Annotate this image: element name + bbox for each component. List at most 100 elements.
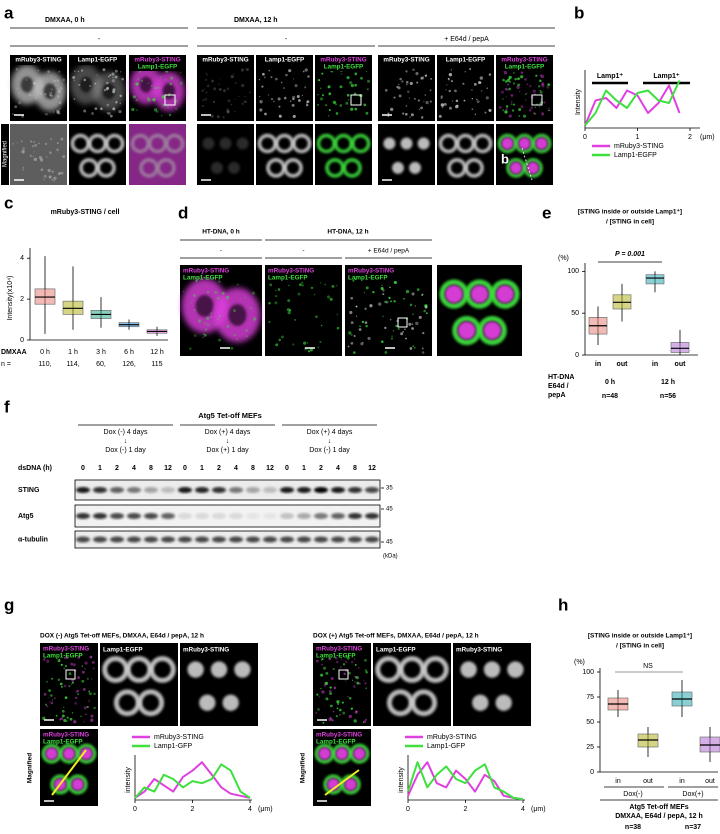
condition: Dox (+) 4 days — [205, 429, 251, 436]
band — [161, 487, 175, 493]
punctum — [524, 93, 527, 96]
punctum — [353, 719, 357, 723]
punctum — [73, 79, 75, 82]
punctum — [333, 686, 337, 690]
punctum — [445, 89, 447, 91]
band — [280, 487, 294, 493]
punctum — [244, 100, 247, 104]
punctum — [390, 300, 392, 303]
lane-label: 12 — [266, 465, 274, 472]
channel-label: mRuby3-STING — [383, 57, 429, 64]
micrograph-content — [102, 656, 176, 717]
condition: DMXAA, 12 h — [234, 17, 278, 24]
legend-label: mRuby3-STING — [614, 143, 664, 150]
micrograph-content — [187, 661, 251, 711]
punctum — [138, 70, 142, 73]
punctum — [367, 79, 371, 83]
punctum — [269, 283, 273, 287]
lane-label: 8 — [353, 465, 357, 472]
punctum — [94, 107, 98, 111]
x-tick-label: in — [652, 361, 658, 368]
ring — [283, 158, 303, 178]
x-tick-label: in — [615, 778, 621, 785]
punctum — [404, 337, 407, 340]
lane-label: 12 — [164, 465, 172, 472]
lane-label: 0 — [81, 465, 85, 472]
punctum — [540, 74, 545, 79]
punctum — [21, 150, 25, 154]
blob — [507, 661, 524, 678]
punctum — [195, 280, 198, 283]
profile-path — [324, 769, 360, 796]
punctum — [504, 80, 508, 83]
punctum — [539, 90, 543, 94]
nucleus — [20, 76, 34, 93]
punctum — [112, 90, 116, 94]
punctum — [307, 350, 311, 353]
punctum — [403, 298, 405, 300]
micrograph-content — [12, 137, 66, 182]
punctum — [59, 682, 63, 686]
punctum — [363, 291, 366, 294]
punctum — [268, 302, 271, 305]
punctum — [33, 81, 37, 86]
blob — [80, 747, 93, 760]
punctum — [503, 71, 508, 75]
punctum — [359, 325, 361, 327]
punctum — [37, 69, 40, 72]
ring — [104, 133, 125, 154]
punctum — [190, 301, 193, 304]
band — [161, 513, 175, 519]
punctum — [51, 170, 54, 173]
punctum — [305, 103, 309, 107]
punctum — [488, 73, 492, 76]
punctum — [429, 100, 432, 103]
punctum — [168, 113, 172, 117]
punctum — [329, 692, 332, 696]
punctum — [283, 87, 285, 89]
punctum — [93, 706, 96, 710]
channel-label: mRuby3-STING — [501, 57, 547, 64]
punctum — [304, 68, 308, 72]
blob — [483, 321, 502, 340]
punctum — [348, 671, 351, 675]
n-value: 126, — [122, 361, 136, 368]
ring — [523, 158, 543, 178]
punctum — [339, 666, 342, 669]
punctum — [51, 699, 53, 701]
punctum — [316, 693, 319, 696]
punctum — [337, 702, 340, 705]
punctum — [292, 78, 295, 80]
punctum — [454, 89, 457, 93]
micrograph-content — [384, 68, 432, 119]
punctum — [281, 81, 283, 84]
punctum — [390, 337, 393, 340]
x-unit: (μm) — [700, 134, 715, 141]
punctum — [182, 290, 185, 293]
punctum — [537, 84, 541, 88]
punctum — [393, 96, 396, 99]
punctum — [317, 93, 319, 96]
chart-title: mRuby3-STING / cell — [51, 209, 120, 216]
punctum — [150, 84, 153, 88]
punctum — [230, 103, 233, 106]
group-label: Dox(-) — [623, 791, 642, 798]
punctum — [471, 89, 473, 91]
micrograph — [256, 124, 313, 185]
punctum — [73, 720, 77, 724]
punctum — [365, 718, 368, 721]
punctum — [22, 168, 25, 171]
punctum — [354, 278, 357, 281]
channel-label: mRuby3-STING — [15, 57, 61, 64]
punctum — [274, 289, 277, 292]
punctum — [259, 108, 263, 112]
punctum — [389, 318, 392, 321]
micrograph — [373, 643, 451, 726]
punctum — [77, 70, 79, 73]
punctum — [409, 81, 413, 86]
punctum — [303, 341, 307, 345]
punctum — [73, 98, 76, 100]
punctum — [365, 687, 367, 689]
punctum — [340, 658, 343, 660]
punctum — [509, 80, 512, 83]
